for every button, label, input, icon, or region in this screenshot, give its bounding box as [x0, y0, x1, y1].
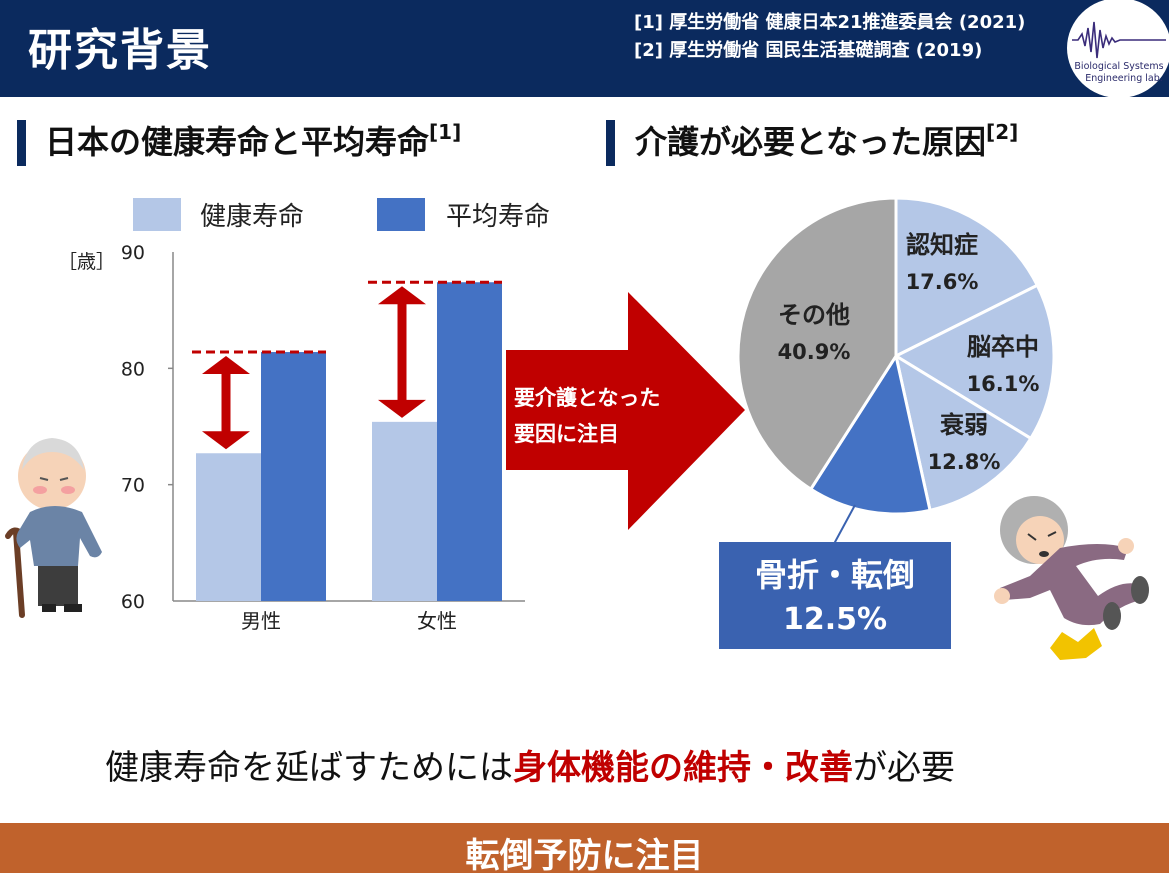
pie-value-label: 12.8% [928, 450, 1001, 474]
footer-text: 転倒予防に注目 [465, 836, 704, 876]
pie-slice-2 [893, 352, 1033, 513]
y-tick-label: 60 [121, 591, 145, 613]
reference-2: [2] 厚生労働省 国民生活基礎調査 (2019) [634, 40, 983, 61]
pie-chart: 認知症 17.6% 脳卒中 16.1% 衰弱 12.8% その他 40.9% [736, 196, 1056, 516]
reference-1: [1] 厚生労働省 健康日本21推進委員会 (2021) [634, 12, 1026, 33]
pie-label: その他 [778, 301, 850, 329]
logo-text-line2: Engineering lab. [1085, 73, 1163, 84]
elderly-man-illustration [5, 438, 102, 618]
pie-slice-1 [892, 283, 1056, 441]
page-title: 研究背景 [28, 25, 212, 76]
pie-value-label: 17.6% [906, 270, 979, 294]
right-section-marker [606, 120, 615, 166]
footer-bar: 転倒予防に注目 [0, 823, 1169, 876]
y-tick-label: 90 [121, 242, 145, 264]
y-axis-unit-label: ［歳］ [58, 251, 115, 273]
references: [1] 厚生労働省 健康日本21推進委員会 (2021) [2] 厚生労働省 国… [634, 9, 1025, 65]
legend-label-average: 平均寿命 [446, 202, 551, 232]
arrow-text-line2: 要因に注目 [514, 422, 619, 446]
y-tick-label: 70 [121, 475, 145, 497]
logo-text-line1: Biological Systems [1074, 61, 1163, 72]
left-section-marker [17, 120, 26, 166]
bar-chart: 60 70 80 90 ［歳］ 男性 女性 [58, 242, 525, 633]
y-tick-label: 80 [121, 358, 145, 380]
legend-swatch-healthy [133, 198, 181, 231]
conclusion-text: 健康寿命を延ばすためには身体機能の維持・改善が必要 [105, 748, 955, 788]
fall-callout-label: 骨折・転倒 [754, 556, 915, 594]
pie-label: 衰弱 [939, 411, 988, 439]
fall-callout-value: 12.5% [782, 602, 888, 637]
gap-double-arrow [378, 286, 426, 418]
x-tick-label: 女性 [417, 609, 457, 633]
arrow-text-line1: 要介護となった [514, 386, 660, 410]
big-arrow: 要介護となった 要因に注目 [506, 292, 745, 530]
header-bar: 研究背景 [1] 厚生労働省 健康日本21推進委員会 (2021) [2] 厚生… [0, 0, 1169, 97]
bar-healthy-0 [196, 453, 261, 601]
legend-swatch-average [377, 198, 425, 231]
pie-slice-3 [808, 352, 932, 516]
right-section-title: 介護が必要となった原因[2] [635, 120, 1019, 161]
bar-healthy-1 [372, 421, 437, 601]
pie-label: 脳卒中 [967, 333, 1039, 361]
fall-callout: 骨折・転倒 12.5% [719, 542, 951, 649]
bar-average-0 [261, 352, 326, 601]
elderly-woman-falling-illustration [994, 496, 1149, 660]
pie-value-label: 16.1% [967, 372, 1040, 396]
x-tick-label: 男性 [241, 609, 281, 633]
lab-logo: Biological Systems Engineering lab. [1067, 0, 1169, 97]
pie-value-label: 40.9% [778, 340, 851, 364]
left-section-title: 日本の健康寿命と平均寿命[1] [45, 120, 462, 161]
pie-slice-4 [736, 196, 898, 492]
pie-label: 認知症 [906, 231, 978, 259]
gap-double-arrow [202, 356, 250, 450]
legend-label-healthy: 健康寿命 [200, 202, 305, 232]
bar-average-1 [437, 282, 502, 601]
pie-slice-0 [894, 196, 1040, 359]
